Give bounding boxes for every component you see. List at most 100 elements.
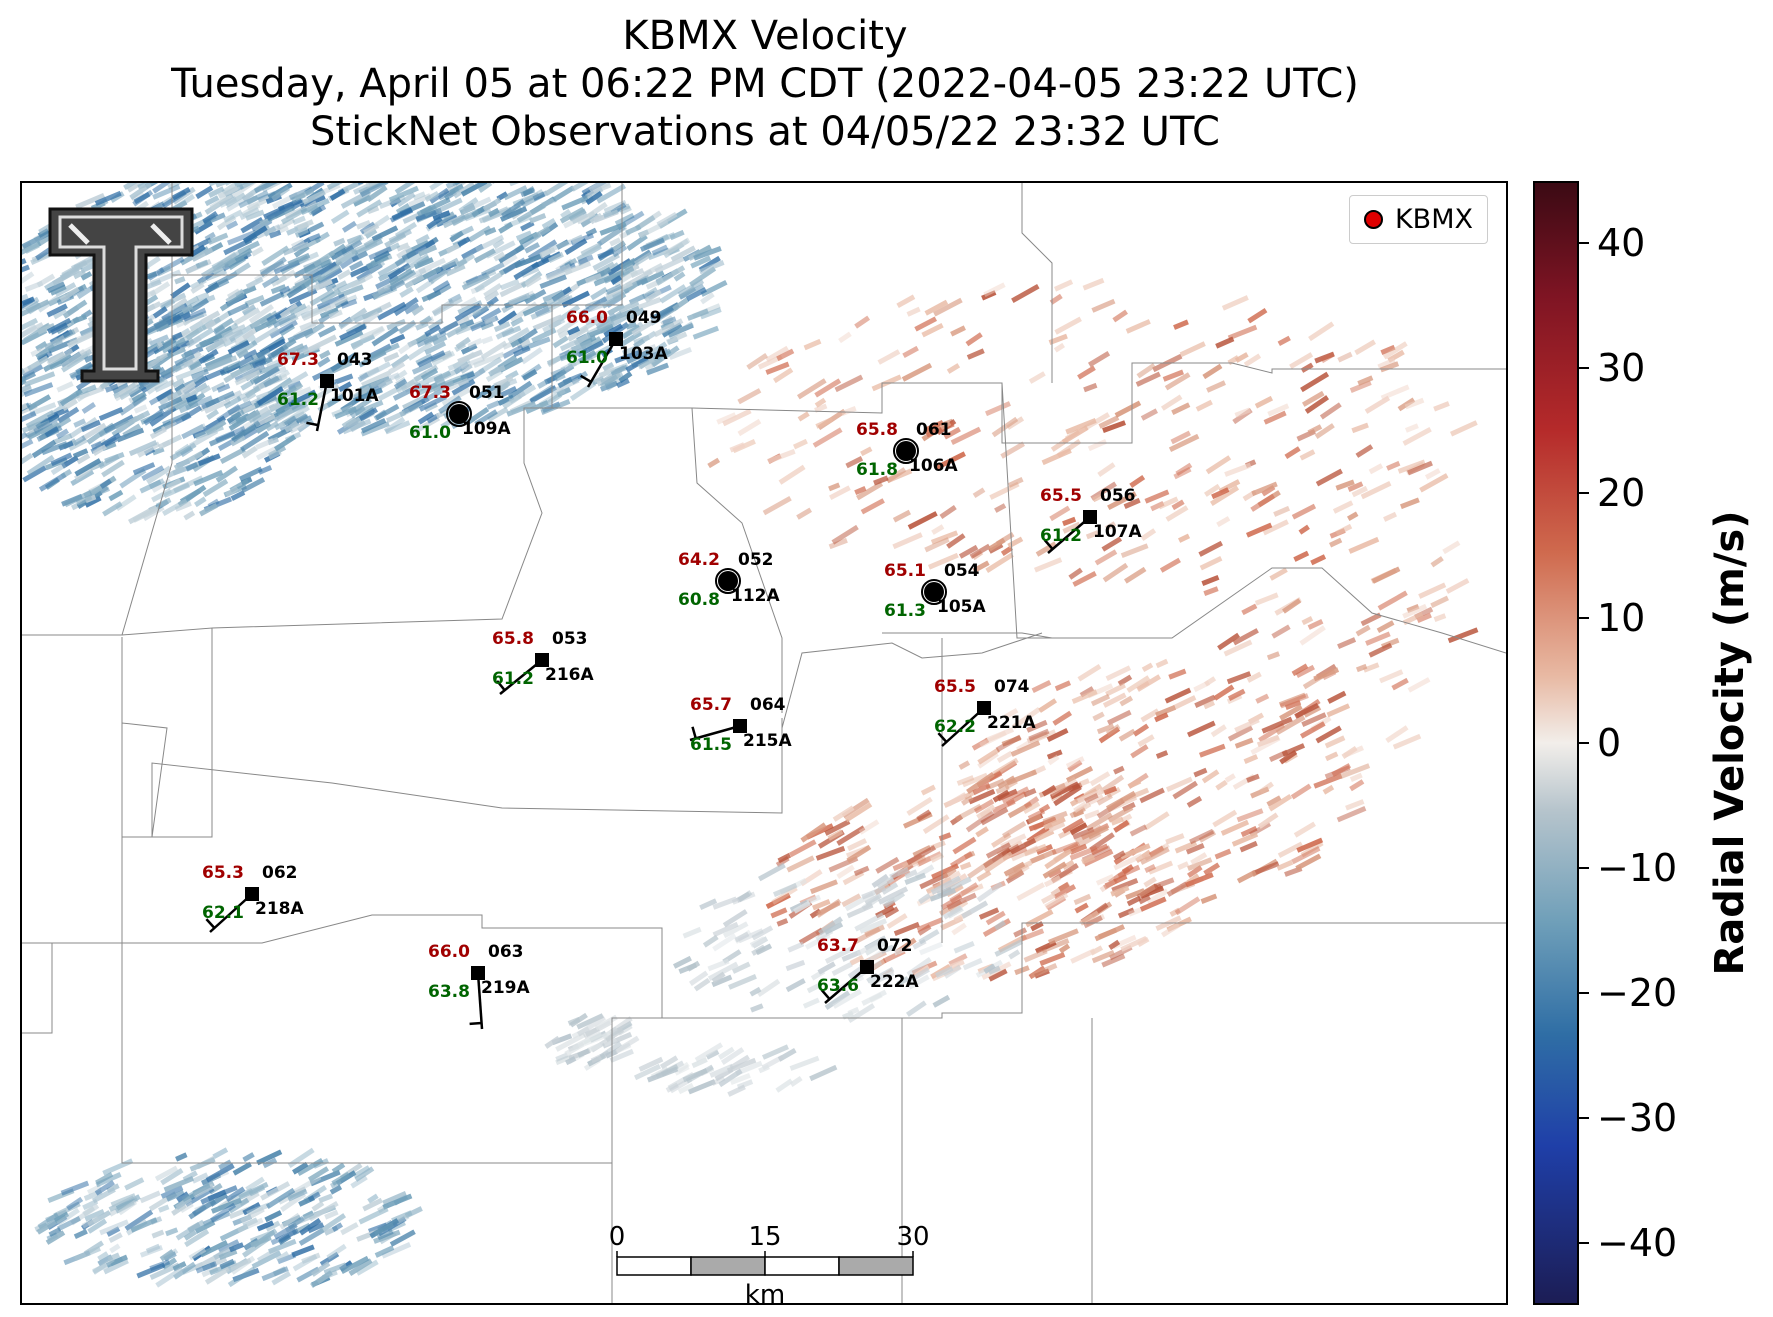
radar-gate xyxy=(1079,910,1100,926)
radar-gate xyxy=(445,242,461,254)
radar-gate xyxy=(931,863,960,880)
radar-gate xyxy=(426,216,443,230)
radar-gate xyxy=(1246,773,1260,783)
radar-gate xyxy=(1164,687,1192,704)
radar-map[interactable]: 67.3 043 61.2 101A 67.3 051 61.0 109A 66.0 049 61.… xyxy=(20,181,1508,1305)
radar-gate xyxy=(174,383,186,393)
radar-gate xyxy=(339,254,360,270)
radar-gate xyxy=(672,955,692,969)
radar-gate xyxy=(240,430,270,452)
station-dewpoint: 61.0 xyxy=(409,423,451,443)
radar-gate xyxy=(1096,793,1113,806)
radar-gate xyxy=(1391,677,1409,691)
radar-gate xyxy=(163,1176,195,1193)
radar-gate xyxy=(47,337,79,354)
radar-gate xyxy=(204,390,235,408)
radar-gate xyxy=(279,285,291,295)
radar-gate xyxy=(583,1032,609,1046)
radar-gate xyxy=(557,304,581,322)
colorbar-title: Radial Velocity (m/s) xyxy=(1707,510,1753,976)
radar-gate xyxy=(1105,724,1121,736)
radar-gate xyxy=(1166,881,1188,897)
radar-gate xyxy=(1364,395,1391,414)
radar-gate xyxy=(270,274,288,287)
radar-gate xyxy=(930,530,959,545)
radar-gate xyxy=(204,319,216,330)
radar-gate xyxy=(854,485,867,495)
radar-gate xyxy=(975,826,989,838)
radar-gate xyxy=(1300,721,1326,739)
radar-gate xyxy=(106,1226,121,1237)
radar-gate xyxy=(236,348,249,359)
radar-gate xyxy=(429,187,450,204)
radar-gate xyxy=(1044,848,1073,870)
radar-gate xyxy=(1404,397,1425,410)
radar-gate xyxy=(451,207,482,226)
radar-gate xyxy=(416,205,433,217)
texas-tech-logo-icon xyxy=(48,207,194,383)
radar-gate xyxy=(1254,395,1274,409)
radar-gate xyxy=(98,417,129,438)
radar-gate xyxy=(1243,353,1262,368)
radar-gate xyxy=(510,316,524,327)
radar-gate xyxy=(920,784,936,796)
radar-gate xyxy=(1106,790,1137,811)
radar-gate xyxy=(281,405,310,427)
radar-gate xyxy=(1007,868,1024,880)
radar-gate xyxy=(597,246,615,261)
radar-gate xyxy=(215,183,241,188)
station-probe-id: 219A xyxy=(481,978,530,998)
radar-gate xyxy=(119,394,147,416)
radar-gate xyxy=(1072,571,1097,587)
radar-gate xyxy=(576,340,604,358)
radar-gate xyxy=(260,1181,291,1201)
calm-ring-icon xyxy=(446,401,472,427)
velocity-colorbar xyxy=(1533,181,1579,1305)
radar-gate xyxy=(555,1054,573,1066)
radar-gate xyxy=(266,202,295,221)
radar-gate xyxy=(1013,927,1028,938)
radar-gate xyxy=(280,384,297,398)
scale-bar-segment xyxy=(838,1256,914,1276)
station-id: 063 xyxy=(488,942,524,962)
radar-gate xyxy=(906,957,932,977)
radar-gate xyxy=(904,869,918,879)
radar-gate xyxy=(1120,935,1148,952)
radar-gate xyxy=(73,418,87,428)
radar-gate xyxy=(1179,341,1206,358)
radar-gate xyxy=(307,205,320,216)
radar-gate xyxy=(767,448,796,464)
radar-gate xyxy=(1112,309,1128,323)
radar-gate xyxy=(1069,806,1086,819)
radar-gate xyxy=(1143,876,1157,888)
radar-gate xyxy=(103,1258,129,1275)
radar-gate xyxy=(1171,499,1185,511)
radar-gate xyxy=(317,325,337,338)
radar-gate xyxy=(1185,872,1214,888)
radar-gate xyxy=(1355,663,1368,673)
radar-gate xyxy=(563,214,586,229)
radar-gate xyxy=(148,388,174,406)
radar-gate xyxy=(1112,934,1137,950)
radar-gate xyxy=(804,932,831,950)
radar-gate xyxy=(154,379,176,393)
radar-gate xyxy=(326,1243,347,1260)
radar-gate xyxy=(1085,812,1113,832)
radar-gate xyxy=(241,391,257,403)
radar-gate xyxy=(561,195,589,211)
radar-gate xyxy=(179,1201,194,1213)
radar-gate xyxy=(858,819,880,835)
radar-gate xyxy=(610,364,628,376)
radar-gate xyxy=(208,186,225,198)
radar-gate xyxy=(426,283,452,301)
radar-gate xyxy=(158,1204,170,1213)
radar-gate xyxy=(499,356,524,373)
radar-gate xyxy=(1351,422,1369,434)
radar-gate xyxy=(1273,505,1291,517)
radar-gate xyxy=(1187,857,1213,872)
radar-gate xyxy=(217,1239,240,1254)
radar-gate xyxy=(389,333,406,345)
radar-gate xyxy=(1255,693,1270,704)
radar-gate xyxy=(918,893,932,905)
